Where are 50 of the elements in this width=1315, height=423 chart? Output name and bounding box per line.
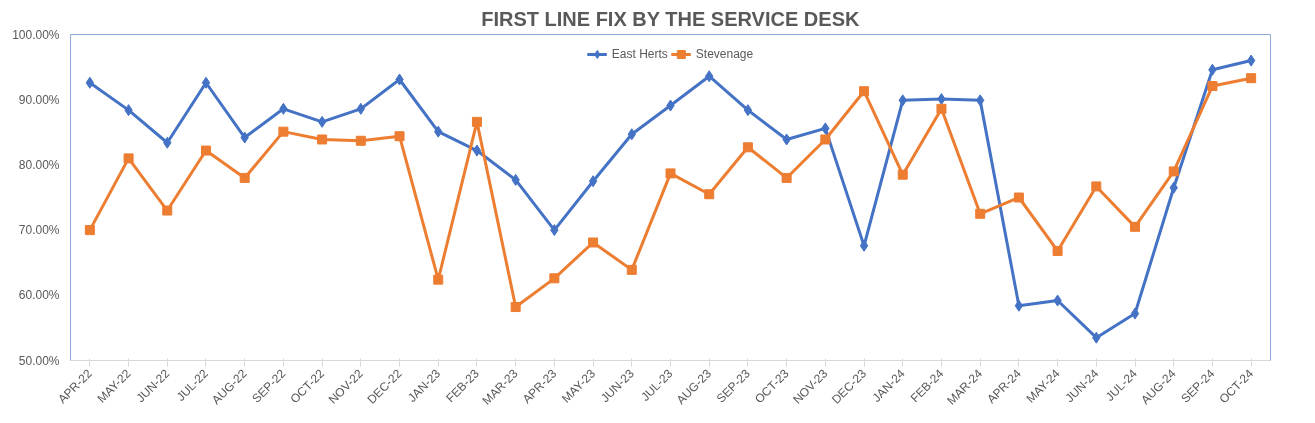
point xyxy=(859,239,869,252)
point xyxy=(897,169,908,180)
point xyxy=(510,302,521,313)
point xyxy=(1246,54,1256,67)
point xyxy=(781,172,792,183)
point xyxy=(704,189,715,200)
point xyxy=(317,134,328,145)
point xyxy=(472,144,482,157)
point xyxy=(549,273,560,284)
point xyxy=(820,134,831,145)
point xyxy=(936,103,947,114)
point xyxy=(278,126,289,137)
point xyxy=(1014,299,1024,312)
y-tick-label: 70.00% xyxy=(18,223,60,238)
point xyxy=(162,205,173,216)
point xyxy=(394,131,405,142)
point xyxy=(743,104,753,117)
point xyxy=(85,76,95,89)
point xyxy=(1130,307,1140,320)
point xyxy=(1013,192,1024,203)
y-tick-label: 100.00% xyxy=(12,27,60,42)
point xyxy=(588,237,599,248)
point xyxy=(239,172,250,183)
point xyxy=(433,274,444,285)
point xyxy=(588,175,598,188)
point xyxy=(665,168,676,179)
point xyxy=(317,115,327,128)
point xyxy=(1130,221,1141,232)
point xyxy=(200,145,211,156)
point xyxy=(84,225,95,236)
point xyxy=(201,76,211,89)
y-tick-label: 80.00% xyxy=(18,157,60,172)
point xyxy=(859,86,870,97)
chart-title: FIRST LINE FIX BY THE SERVICE DESK xyxy=(481,7,860,30)
y-tick-label: 60.00% xyxy=(18,288,60,303)
legend-label: Stevenage xyxy=(695,47,754,61)
point xyxy=(471,116,482,127)
point xyxy=(626,264,637,275)
point xyxy=(742,142,753,153)
legend-label: East Herts xyxy=(611,47,668,61)
point xyxy=(1246,73,1257,84)
y-tick-label: 50.00% xyxy=(18,353,60,368)
point xyxy=(123,153,134,164)
point xyxy=(1207,81,1218,92)
point xyxy=(975,208,986,219)
point xyxy=(1168,166,1179,177)
point xyxy=(1091,181,1102,192)
point xyxy=(1052,245,1063,256)
point xyxy=(355,135,366,146)
y-tick-label: 90.00% xyxy=(18,92,60,107)
